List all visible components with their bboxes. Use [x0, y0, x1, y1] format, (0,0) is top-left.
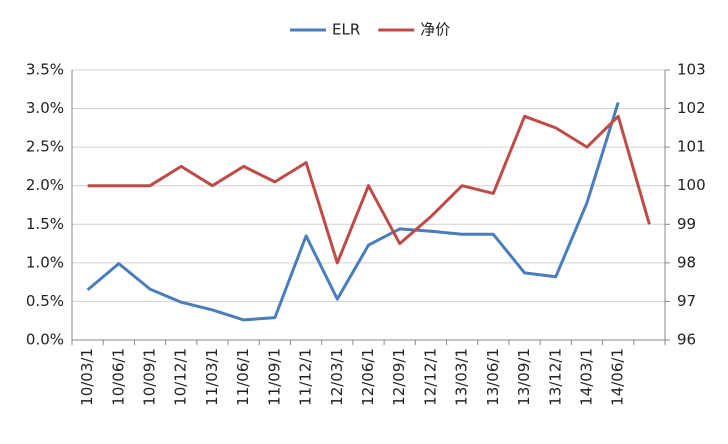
y-tick-label: 3.0%	[26, 99, 64, 117]
legend-label: 净价	[420, 21, 450, 39]
y2-tick-label: 100	[677, 176, 706, 194]
x-tick-label: 11/03/1	[203, 348, 221, 406]
y2-tick-label: 99	[677, 215, 696, 233]
y-tick-label: 3.5%	[26, 61, 64, 79]
x-tick-label: 13/12/1	[546, 348, 564, 406]
y2-tick-label: 101	[677, 138, 706, 156]
series-line	[86, 101, 620, 322]
y-tick-label: 1.0%	[26, 253, 64, 271]
x-tick-label: 10/09/1	[141, 348, 159, 406]
y2-tick-label: 98	[677, 253, 696, 271]
y-tick-label: 0.5%	[26, 292, 64, 310]
x-tick-label: 12/03/1	[328, 348, 346, 406]
x-tick-label: 11/06/1	[234, 348, 252, 406]
y-tick-label: 2.0%	[26, 176, 64, 194]
x-tick-label: 14/06/1	[609, 348, 627, 406]
x-tick-label: 10/06/1	[109, 348, 127, 406]
x-tick-label: 10/12/1	[172, 348, 190, 406]
x-tick-label: 11/09/1	[265, 348, 283, 406]
x-tick-label: 13/06/1	[484, 348, 502, 406]
legend-label: ELR	[332, 21, 360, 39]
x-tick-label: 13/09/1	[515, 348, 533, 406]
x-tick-label: 12/09/1	[390, 348, 408, 406]
y2-tick-label: 96	[677, 331, 696, 349]
y-tick-label: 2.5%	[26, 138, 64, 156]
series-line	[87, 114, 651, 265]
x-tick-label: 11/12/1	[297, 348, 315, 406]
y2-tick-label: 97	[677, 292, 696, 310]
x-tick-label: 12/12/1	[421, 348, 439, 406]
y2-tick-label: 102	[677, 99, 706, 117]
x-tick-label: 10/03/1	[78, 348, 96, 406]
x-tick-label: 13/03/1	[453, 348, 471, 406]
y-tick-label: 0.0%	[26, 331, 64, 349]
y-tick-label: 1.5%	[26, 215, 64, 233]
x-tick-label: 12/06/1	[359, 348, 377, 406]
x-tick-label: 14/03/1	[577, 348, 595, 406]
y2-tick-label: 103	[677, 61, 706, 79]
